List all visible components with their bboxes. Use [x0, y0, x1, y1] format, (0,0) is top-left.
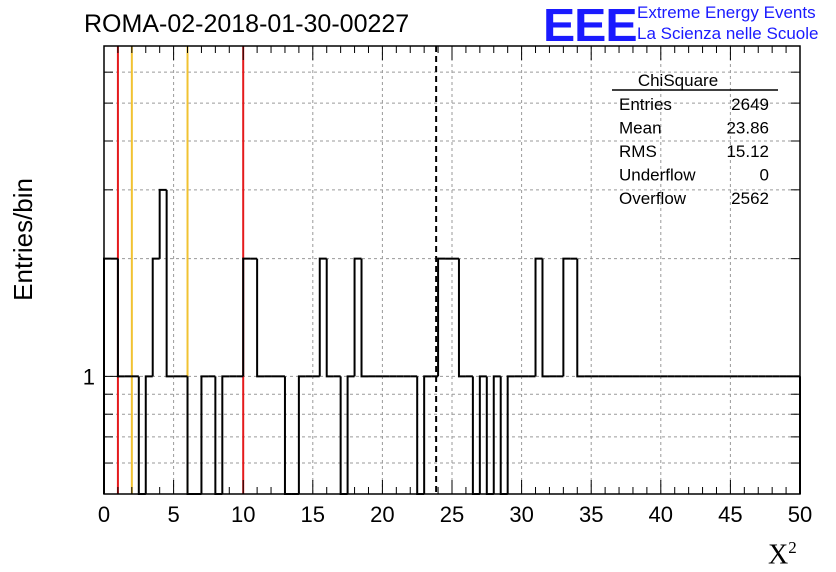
- y-tick-label: 1: [83, 364, 95, 389]
- x-axis-label: X2: [768, 538, 797, 571]
- stats-value: 2649: [731, 95, 769, 114]
- histogram-bin: [151, 257, 160, 377]
- chart-title: ROMA-02-2018-01-30-00227: [84, 10, 410, 38]
- stats-label: Overflow: [619, 189, 687, 208]
- histogram-bin: [360, 258, 369, 378]
- histogram-bin: [534, 257, 543, 377]
- x-tick-label: 50: [788, 502, 812, 527]
- histogram-bin: [562, 257, 571, 377]
- x-tick-label: 0: [98, 502, 110, 527]
- stats-label: Entries: [619, 95, 672, 114]
- histogram-bin: [116, 258, 125, 378]
- histogram-bin: [541, 258, 550, 378]
- histogram-bin: [221, 375, 230, 494]
- x-axis-label-text: X: [768, 539, 789, 571]
- x-tick-label: 5: [167, 502, 179, 527]
- histogram-bin: [158, 188, 167, 259]
- x-tick-label: 40: [649, 502, 673, 527]
- histogram-bin: [256, 258, 265, 378]
- histogram-bin: [144, 375, 153, 494]
- histogram-bin: [325, 258, 334, 378]
- stats-value: 0: [760, 166, 769, 185]
- histogram-bin: [457, 258, 466, 378]
- stats-value: 23.86: [726, 119, 769, 138]
- histogram-bin: [478, 375, 487, 494]
- x-tick-label: 30: [509, 502, 533, 527]
- x-tick-label: 15: [301, 502, 325, 527]
- histogram-bin: [437, 257, 446, 377]
- x-axis-label-sup: 2: [788, 538, 797, 557]
- x-tick-label: 25: [440, 502, 464, 527]
- logo-line-1: Extreme Energy Events: [637, 3, 816, 22]
- stats-value: 15.12: [726, 142, 769, 161]
- x-tick-label: 20: [370, 502, 394, 527]
- stats-label: Mean: [619, 119, 662, 138]
- histogram-bin: [165, 189, 174, 378]
- histogram-bin: [318, 257, 327, 377]
- stats-value: 2562: [731, 189, 769, 208]
- histogram-bin: [576, 258, 585, 378]
- x-tick-label: 10: [231, 502, 255, 527]
- stats-label: RMS: [619, 142, 657, 161]
- logo-line-2: La Scienza nelle Scuole: [637, 24, 819, 43]
- histogram-bin: [506, 375, 515, 494]
- histogram-bin: [492, 375, 501, 494]
- histogram-bin: [423, 375, 432, 494]
- x-tick-label: 35: [579, 502, 603, 527]
- histogram-bin: [200, 375, 209, 494]
- histogram-bin: [346, 375, 355, 494]
- x-tick-label: 45: [718, 502, 742, 527]
- eee-logo: EEE: [543, 0, 638, 51]
- stats-name: ChiSquare: [638, 71, 718, 90]
- stats-label: Underflow: [619, 166, 696, 185]
- histogram-bin: [297, 375, 306, 494]
- histogram-bin: [353, 257, 362, 377]
- histogram-bin: [242, 257, 251, 377]
